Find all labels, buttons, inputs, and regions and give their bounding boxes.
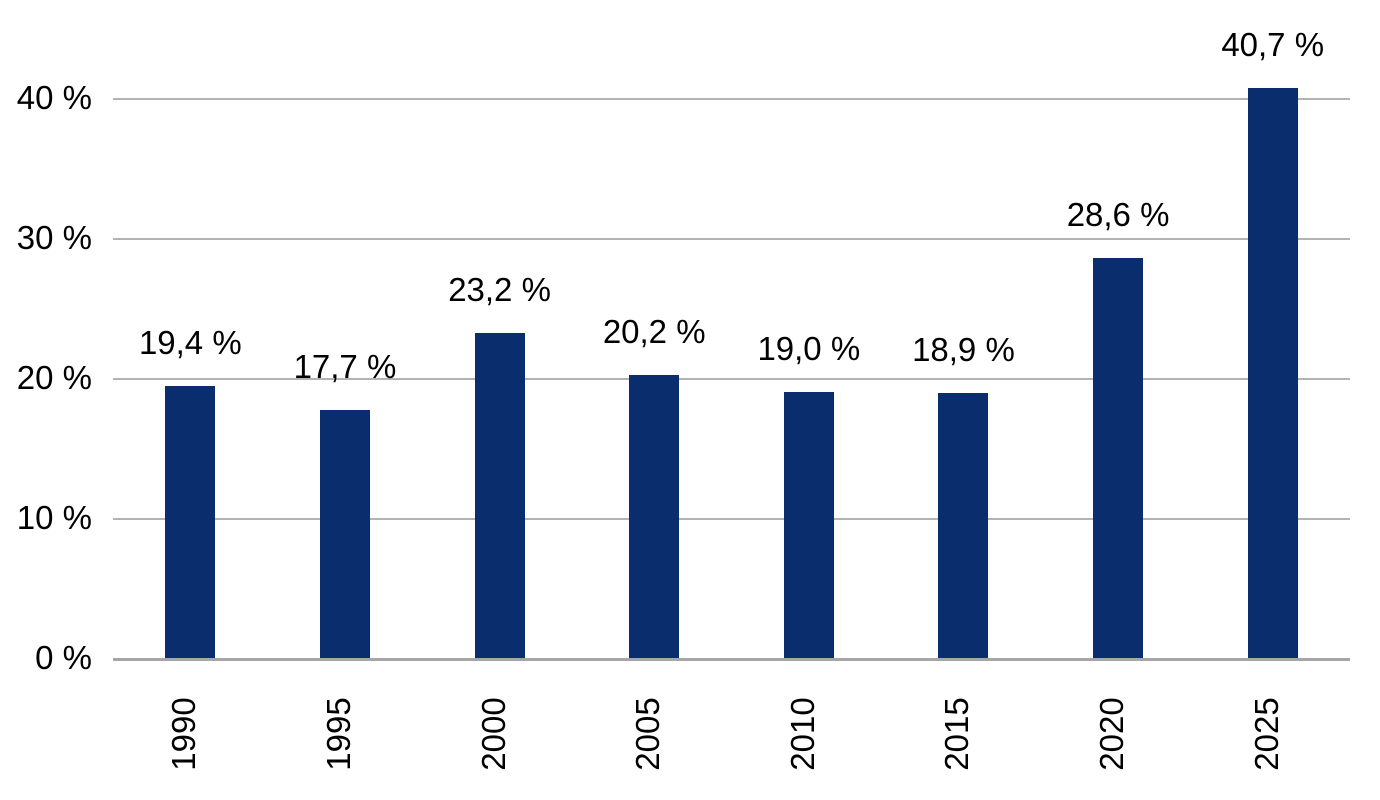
- bar-value-label: 18,9 %: [912, 331, 1015, 369]
- bar-value-label: 17,7 %: [293, 348, 397, 386]
- y-axis-tick-label: 30 %: [16, 219, 92, 256]
- x-axis-tick-label: 2015: [938, 697, 976, 771]
- x-axis-tick-label: 2005: [629, 697, 667, 771]
- bar: [1247, 88, 1298, 658]
- y-axis-tick-label: 0 %: [35, 639, 92, 676]
- x-axis-tick-label: 2000: [474, 697, 512, 771]
- x-axis-tick-label: 2020: [1093, 697, 1131, 771]
- x-axis-tick-label: 2010: [783, 697, 821, 771]
- bar-value-label: 19,4 %: [138, 324, 242, 362]
- x-axis-tick-label: 2025: [1247, 697, 1285, 771]
- bar: [938, 393, 989, 658]
- bar: [165, 386, 216, 658]
- x-axis-tick-label: 1990: [165, 697, 203, 771]
- y-gridline: [113, 518, 1350, 520]
- bar-value-label: 19,0 %: [757, 330, 861, 367]
- bar-value-label: 28,6 %: [1066, 195, 1170, 233]
- y-axis-tick-label: 20 %: [16, 359, 92, 396]
- bar-value-label: 23,2 %: [448, 271, 551, 309]
- bar-value-label: 40,7 %: [1221, 26, 1325, 64]
- bar: [629, 375, 680, 658]
- y-gridline: [113, 98, 1350, 100]
- y-axis-tick-label: 40 %: [16, 79, 92, 116]
- bar: [1093, 257, 1144, 658]
- bar: [319, 410, 370, 658]
- bar: [783, 392, 834, 658]
- y-gridline: [113, 378, 1350, 380]
- x-axis-line: [113, 658, 1350, 661]
- y-gridline: [113, 238, 1350, 240]
- x-axis-tick-label: 1995: [319, 697, 357, 771]
- bar: [474, 333, 525, 658]
- bar-value-label: 20,2 %: [602, 313, 706, 351]
- y-axis-tick-label: 10 %: [16, 499, 92, 536]
